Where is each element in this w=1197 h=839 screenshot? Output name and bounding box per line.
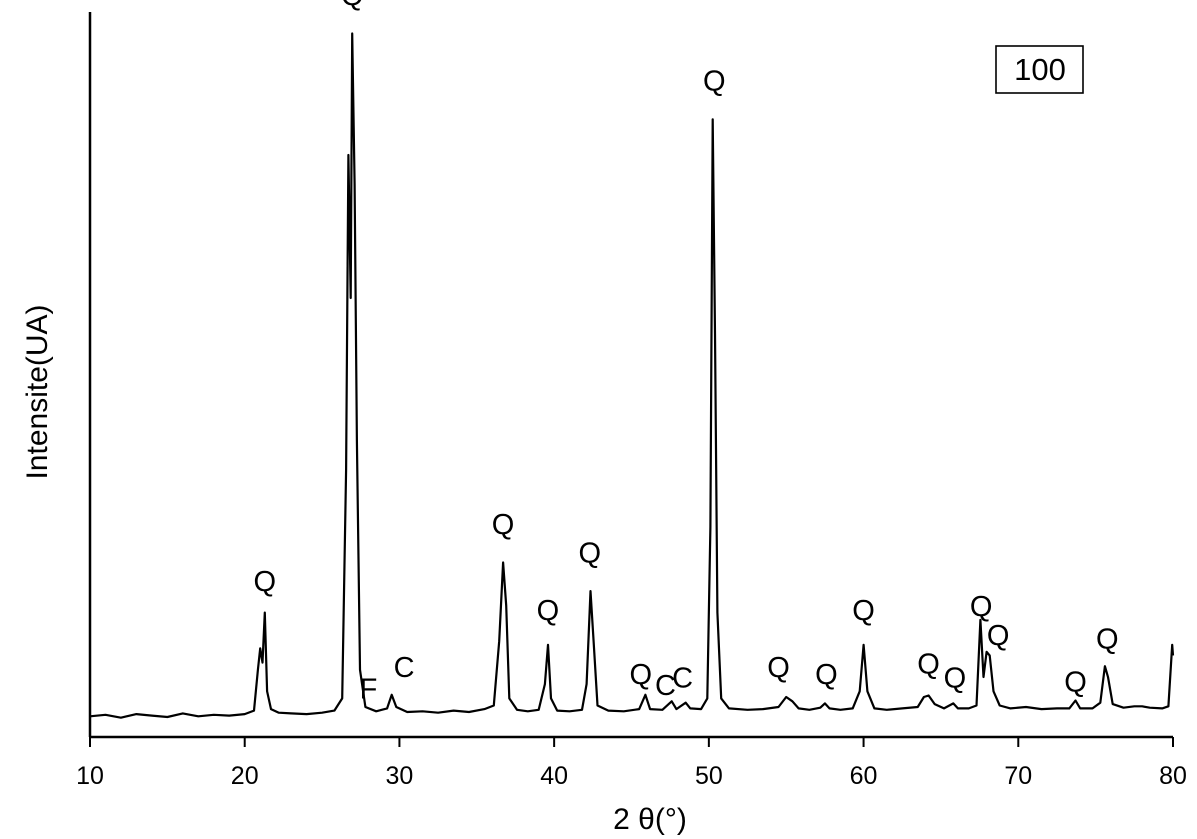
plot-area bbox=[89, 32, 1175, 719]
peak-label: C bbox=[394, 652, 415, 684]
peak-label: Q bbox=[767, 652, 790, 684]
y-axis-title: Intensite(UA) bbox=[21, 304, 54, 479]
x-tick-label: 70 bbox=[1004, 762, 1032, 790]
sample-label-box: 100 bbox=[995, 45, 1084, 94]
peak-label: Q bbox=[341, 0, 364, 12]
peak-label: C bbox=[672, 663, 693, 695]
peak-annotations: QQFCQQQQQCCQQQQQQQQQ bbox=[254, 0, 1119, 705]
x-tick-label: 80 bbox=[1159, 762, 1187, 790]
x-axis-title: 2 θ(°) bbox=[613, 803, 687, 836]
peak-label: Q bbox=[492, 509, 515, 541]
peak-label: Q bbox=[917, 648, 940, 680]
peak-label: Q bbox=[578, 538, 601, 570]
peak-label: C bbox=[655, 670, 676, 702]
x-tick-label: 40 bbox=[540, 762, 568, 790]
peak-label: Q bbox=[815, 659, 838, 691]
peak-label: Q bbox=[944, 663, 967, 695]
peak-label: Q bbox=[970, 591, 993, 623]
x-axis-ticks: 10 20 30 40 50 60 70 80 bbox=[76, 737, 1187, 790]
peak-label: Q bbox=[1096, 623, 1119, 655]
peak-label: Q bbox=[852, 595, 875, 627]
sample-label-frame bbox=[995, 45, 1084, 94]
peak-label: Q bbox=[987, 620, 1010, 652]
series-line bbox=[89, 32, 1175, 719]
x-tick-label: 30 bbox=[386, 762, 414, 790]
peak-label: F bbox=[360, 673, 378, 705]
peak-label: Q bbox=[537, 595, 560, 627]
x-tick-label: 20 bbox=[231, 762, 259, 790]
peak-label: Q bbox=[630, 659, 653, 691]
x-tick-label: 50 bbox=[695, 762, 723, 790]
x-tick-label: 60 bbox=[850, 762, 878, 790]
peak-label: Q bbox=[1064, 666, 1087, 698]
x-tick-label: 10 bbox=[76, 762, 104, 790]
peak-label: Q bbox=[254, 566, 277, 598]
peak-label: Q bbox=[703, 66, 726, 98]
sample-label: 100 bbox=[1014, 52, 1066, 87]
